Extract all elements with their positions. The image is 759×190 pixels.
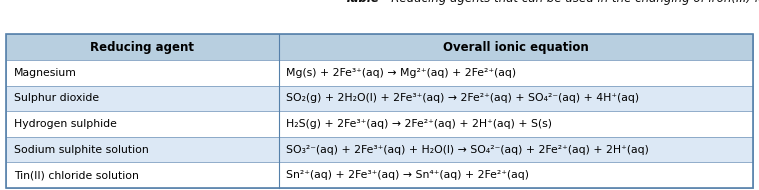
Bar [279,86,753,111]
Text: Sodium sulphite solution: Sodium sulphite solution [14,145,149,155]
Text: Hydrogen sulphide: Hydrogen sulphide [14,119,117,129]
Text: Sn²⁺(aq) + 2Fe³⁺(aq) → Sn⁴⁺(aq) + 2Fe²⁺(aq): Sn²⁺(aq) + 2Fe³⁺(aq) → Sn⁴⁺(aq) + 2Fe²⁺(… [286,170,529,180]
Bar [6,111,279,137]
Bar [279,34,753,60]
Text: Sulphur dioxide: Sulphur dioxide [14,93,99,103]
Text: Tin(II) chloride solution: Tin(II) chloride solution [14,170,139,180]
Bar [6,86,279,111]
Bar [6,137,279,162]
Text: SO₂(g) + 2H₂O(l) + 2Fe³⁺(aq) → 2Fe²⁺(aq) + SO₄²⁻(aq) + 4H⁺(aq): SO₂(g) + 2H₂O(l) + 2Fe³⁺(aq) → 2Fe²⁺(aq)… [286,93,639,103]
Text: Reducing agents that can be used in the changing of iron(III) ions to iron(II) i: Reducing agents that can be used in the … [380,0,759,5]
Bar [279,60,753,86]
Bar [279,137,753,162]
Bar [6,162,279,188]
Bar [6,34,279,60]
Bar [6,34,753,188]
Text: Mg(s) + 2Fe³⁺(aq) → Mg²⁺(aq) + 2Fe²⁺(aq): Mg(s) + 2Fe³⁺(aq) → Mg²⁺(aq) + 2Fe²⁺(aq) [286,68,516,78]
Text: Overall ionic equation: Overall ionic equation [443,40,589,54]
Bar [279,111,753,137]
Text: Magnesium: Magnesium [14,68,77,78]
Text: H₂S(g) + 2Fe³⁺(aq) → 2Fe²⁺(aq) + 2H⁺(aq) + S(s): H₂S(g) + 2Fe³⁺(aq) → 2Fe²⁺(aq) + 2H⁺(aq)… [286,119,553,129]
Bar [279,162,753,188]
Bar [6,60,279,86]
Text: SO₃²⁻(aq) + 2Fe³⁺(aq) + H₂O(l) → SO₄²⁻(aq) + 2Fe²⁺(aq) + 2H⁺(aq): SO₃²⁻(aq) + 2Fe³⁺(aq) + H₂O(l) → SO₄²⁻(a… [286,145,649,155]
Text: Table: Table [345,0,380,5]
Text: Reducing agent: Reducing agent [90,40,194,54]
